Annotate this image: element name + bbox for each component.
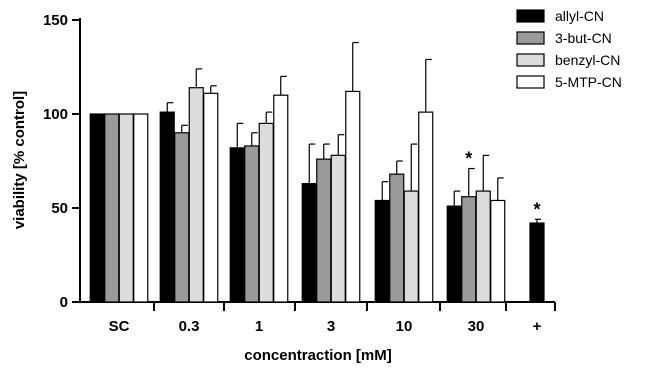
- chart-error-bars: [166, 41, 541, 224]
- chart-bars: [89, 87, 545, 303]
- x-tick-label: 0.3: [179, 318, 200, 335]
- chart-legend: allyl-CN 3-but-CN benzyl-CN 5-MTP-CN: [516, 8, 622, 90]
- bar: [229, 147, 245, 303]
- legend-swatch: [516, 75, 545, 89]
- bar: [188, 87, 204, 303]
- y-tick-label: 50: [51, 200, 68, 217]
- bar: [133, 113, 149, 303]
- bar: [374, 199, 390, 303]
- legend-swatch: [516, 9, 545, 23]
- y-tick-label: 150: [43, 12, 68, 29]
- legend-label: 3-but-CN: [555, 30, 612, 46]
- x-tick-label: 1: [255, 318, 263, 335]
- bar: [273, 94, 289, 303]
- significance-marker: *: [465, 149, 472, 169]
- bar: [316, 158, 332, 303]
- legend-label: allyl-CN: [555, 8, 604, 24]
- x-tick-label: 30: [468, 318, 485, 335]
- bar: [446, 205, 462, 303]
- x-tick-label: SC: [109, 318, 130, 335]
- legend-swatch: [516, 31, 545, 45]
- bar: [244, 145, 260, 303]
- x-tick-label: 10: [396, 318, 413, 335]
- y-tick-label: 0: [60, 294, 68, 311]
- x-tick-label: +: [533, 318, 542, 335]
- bar: [174, 132, 190, 303]
- bar: [118, 113, 134, 303]
- x-tick-label: 3: [327, 318, 335, 335]
- bar: [389, 173, 405, 303]
- positive-control-bar: [529, 222, 545, 303]
- x-axis-title: concentraction [mM]: [244, 347, 392, 364]
- bar: [301, 182, 317, 303]
- bar: [345, 90, 361, 303]
- legend-label: benzyl-CN: [555, 52, 620, 68]
- bar: [159, 111, 175, 303]
- bar: [258, 122, 274, 303]
- bar: [475, 190, 491, 303]
- chart-annotations: **: [465, 149, 540, 220]
- bar: [461, 196, 477, 303]
- bar: [104, 113, 120, 303]
- y-tick-label: 100: [43, 106, 68, 123]
- legend-swatch: [516, 53, 545, 67]
- bar: [403, 190, 419, 303]
- bar: [330, 154, 346, 303]
- bar: [490, 199, 506, 303]
- significance-marker: *: [533, 199, 540, 219]
- bar: [89, 113, 105, 303]
- chart-axes: 0 50 100 150 SC 0.3 1 3 10 30 +: [43, 12, 556, 335]
- y-axis-title: viability [% control]: [11, 91, 28, 229]
- bar: [203, 92, 219, 303]
- bar: [418, 111, 434, 303]
- legend-label: 5-MTP-CN: [555, 74, 622, 90]
